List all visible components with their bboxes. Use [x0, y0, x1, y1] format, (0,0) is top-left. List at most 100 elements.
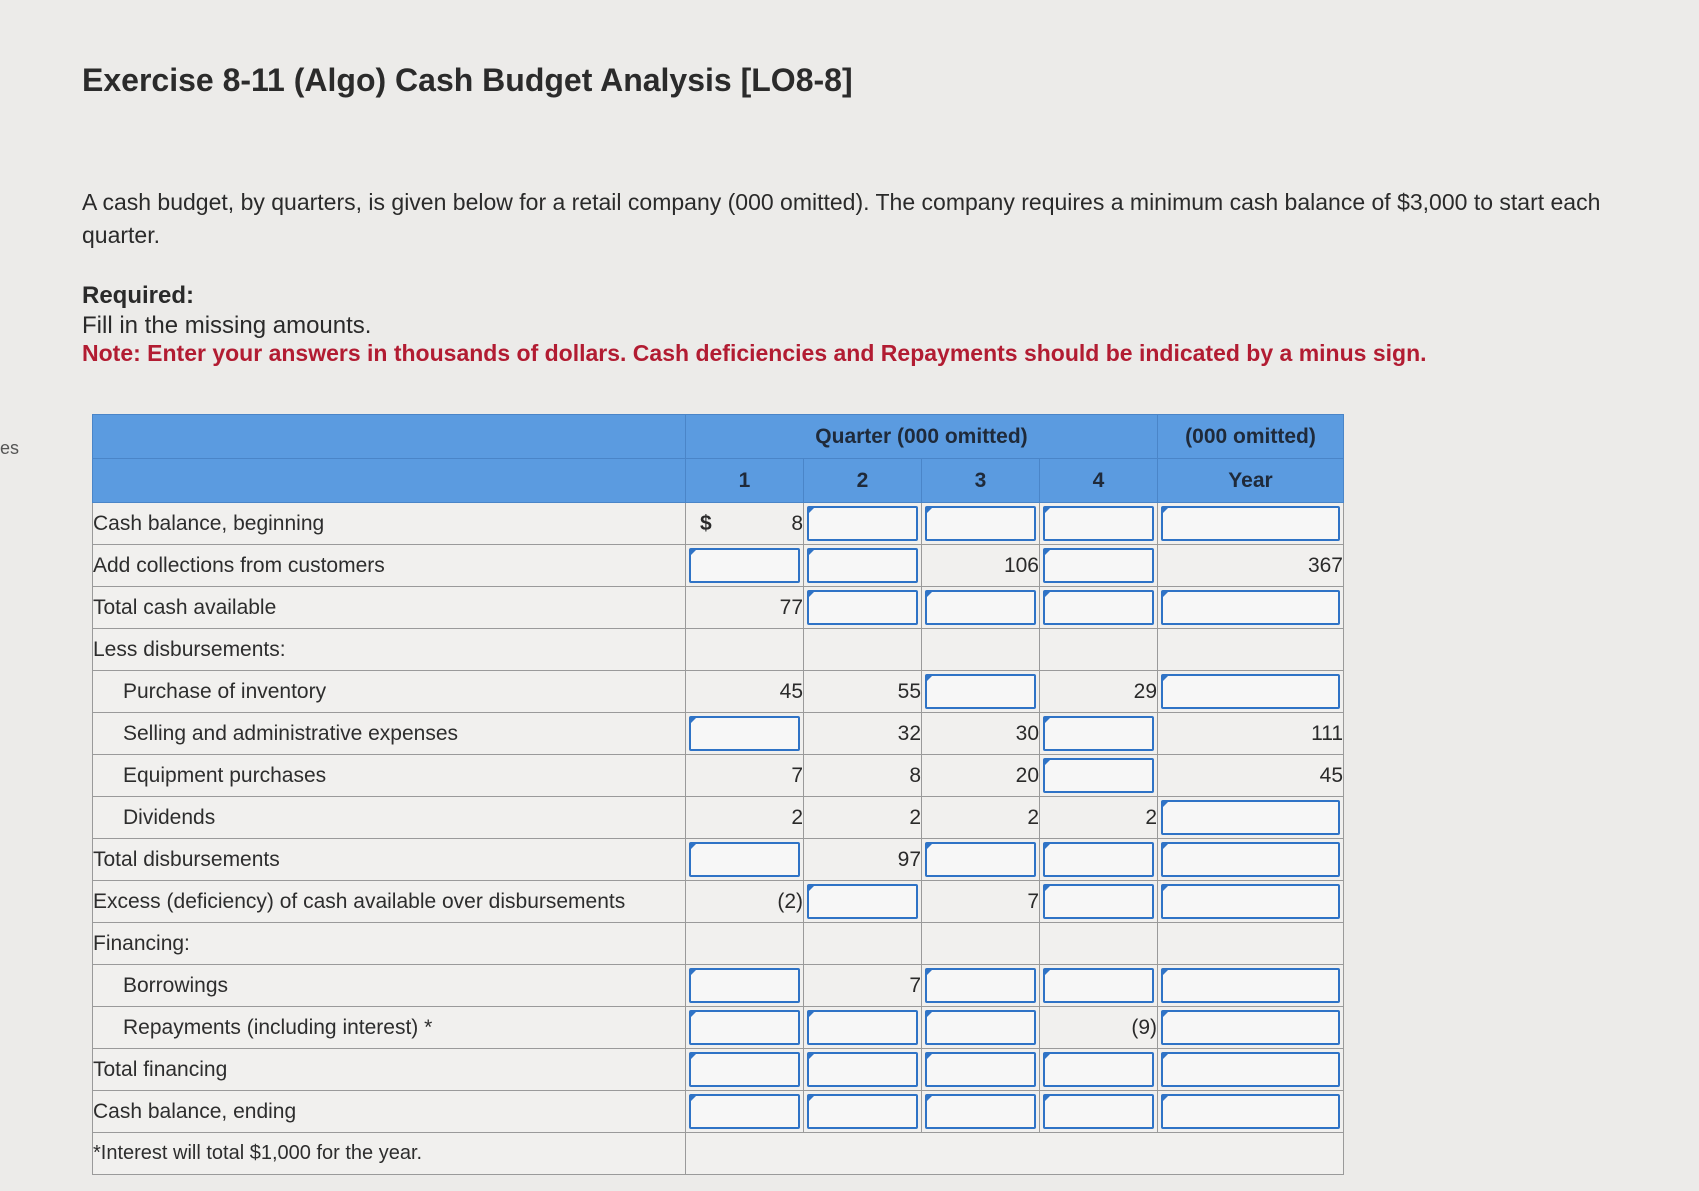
- input-box[interactable]: [1161, 842, 1340, 877]
- given-value-q3: 106: [921, 544, 1040, 587]
- input-box[interactable]: [689, 968, 800, 1003]
- input-box[interactable]: [689, 1010, 800, 1045]
- answer-input-year[interactable]: [1157, 838, 1344, 881]
- answer-input-year[interactable]: [1157, 670, 1344, 713]
- input-box[interactable]: [1043, 758, 1154, 793]
- answer-input-q4[interactable]: [1039, 712, 1158, 755]
- answer-input-q1[interactable]: [685, 1006, 804, 1049]
- answer-input-q1[interactable]: [685, 1090, 804, 1133]
- answer-input-year[interactable]: [1157, 502, 1344, 545]
- input-box[interactable]: [925, 842, 1036, 877]
- input-box[interactable]: [1043, 968, 1154, 1003]
- answer-input-q4[interactable]: [1039, 1090, 1158, 1133]
- answer-input-q1[interactable]: [685, 712, 804, 755]
- answer-input-q1[interactable]: [685, 964, 804, 1007]
- input-box[interactable]: [689, 1094, 800, 1129]
- input-box[interactable]: [1043, 548, 1154, 583]
- answer-input-year[interactable]: [1157, 796, 1344, 839]
- answer-input-q3[interactable]: [921, 1048, 1040, 1091]
- input-box[interactable]: [807, 548, 918, 583]
- input-box[interactable]: [1161, 1052, 1340, 1087]
- answer-input-q3[interactable]: [921, 502, 1040, 545]
- input-box[interactable]: [807, 506, 918, 541]
- input-box[interactable]: [1161, 800, 1340, 835]
- input-box[interactable]: [1161, 884, 1340, 919]
- cell-value: 7: [909, 973, 921, 997]
- input-box[interactable]: [1043, 842, 1154, 877]
- answer-input-q4[interactable]: [1039, 838, 1158, 881]
- header-col-2: 2: [803, 458, 922, 503]
- input-box[interactable]: [1161, 506, 1340, 541]
- answer-input-q2[interactable]: [803, 1006, 922, 1049]
- input-box[interactable]: [1161, 1010, 1340, 1045]
- answer-input-q1[interactable]: [685, 838, 804, 881]
- answer-input-year[interactable]: [1157, 880, 1344, 923]
- row-label: Equipment purchases: [92, 754, 686, 797]
- input-box[interactable]: [1161, 674, 1340, 709]
- input-box[interactable]: [807, 1094, 918, 1129]
- answer-input-year[interactable]: [1157, 964, 1344, 1007]
- answer-input-q2[interactable]: [803, 544, 922, 587]
- input-box[interactable]: [1161, 968, 1340, 1003]
- answer-input-q4[interactable]: [1039, 1048, 1158, 1091]
- answer-input-year[interactable]: [1157, 1090, 1344, 1133]
- input-box[interactable]: [925, 674, 1036, 709]
- input-box[interactable]: [1043, 1052, 1154, 1087]
- input-box[interactable]: [807, 1010, 918, 1045]
- given-value-year: 111: [1157, 712, 1344, 755]
- input-box[interactable]: [1161, 1094, 1340, 1129]
- input-box[interactable]: [1043, 884, 1154, 919]
- answer-input-q4[interactable]: [1039, 544, 1158, 587]
- answer-input-q4[interactable]: [1039, 964, 1158, 1007]
- answer-input-q3[interactable]: [921, 1090, 1040, 1133]
- answer-input-q3[interactable]: [921, 838, 1040, 881]
- answer-input-year[interactable]: [1157, 586, 1344, 629]
- input-box[interactable]: [689, 548, 800, 583]
- page-title: Exercise 8-11 (Algo) Cash Budget Analysi…: [82, 62, 853, 98]
- header-quarter-group: Quarter (000 omitted): [685, 414, 1158, 459]
- input-box[interactable]: [925, 1010, 1036, 1045]
- cell-value: 55: [897, 679, 921, 703]
- input-box[interactable]: [807, 1052, 918, 1087]
- answer-input-q1[interactable]: [685, 1048, 804, 1091]
- input-box[interactable]: [925, 968, 1036, 1003]
- input-box[interactable]: [1043, 1094, 1154, 1129]
- input-box[interactable]: [807, 884, 918, 919]
- input-box[interactable]: [925, 506, 1036, 541]
- answer-input-q3[interactable]: [921, 670, 1040, 713]
- input-box[interactable]: [1043, 590, 1154, 625]
- answer-input-q2[interactable]: [803, 880, 922, 923]
- note-text: Note: Enter your answers in thousands of…: [82, 340, 1427, 366]
- input-box[interactable]: [689, 716, 800, 751]
- input-box[interactable]: [925, 1094, 1036, 1129]
- answer-input-q2[interactable]: [803, 502, 922, 545]
- input-box[interactable]: [807, 590, 918, 625]
- header-col-year: Year: [1157, 458, 1344, 503]
- answer-input-q2[interactable]: [803, 1048, 922, 1091]
- answer-input-q2[interactable]: [803, 586, 922, 629]
- input-box[interactable]: [925, 1052, 1036, 1087]
- table-row: Financing:: [92, 922, 1344, 965]
- input-box[interactable]: [689, 842, 800, 877]
- input-box[interactable]: [1043, 506, 1154, 541]
- answer-input-q1[interactable]: [685, 544, 804, 587]
- input-box[interactable]: [1161, 590, 1340, 625]
- input-box[interactable]: [1043, 716, 1154, 751]
- answer-input-q4[interactable]: [1039, 586, 1158, 629]
- answer-input-q4[interactable]: [1039, 880, 1158, 923]
- answer-input-q2[interactable]: [803, 1090, 922, 1133]
- cell-value: 367: [1307, 553, 1343, 577]
- table-row: Total cash available 77: [92, 586, 1344, 629]
- answer-input-year[interactable]: [1157, 1006, 1344, 1049]
- answer-input-q3[interactable]: [921, 1006, 1040, 1049]
- table-row: Cash balance, beginning $8: [92, 502, 1344, 545]
- input-box[interactable]: [925, 590, 1036, 625]
- answer-input-q4[interactable]: [1039, 754, 1158, 797]
- cell-value: 45: [1319, 763, 1343, 787]
- answer-input-q4[interactable]: [1039, 502, 1158, 545]
- answer-input-year[interactable]: [1157, 1048, 1344, 1091]
- input-box[interactable]: [689, 1052, 800, 1087]
- answer-input-q3[interactable]: [921, 586, 1040, 629]
- given-value-q1: (2): [685, 880, 804, 923]
- answer-input-q3[interactable]: [921, 964, 1040, 1007]
